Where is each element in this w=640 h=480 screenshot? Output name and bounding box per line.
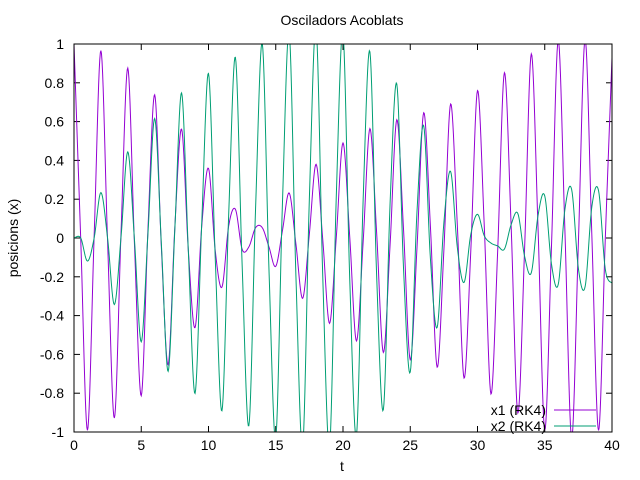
legend-label-1: x1 (RK4) bbox=[491, 402, 546, 418]
y-tick-label: 0.2 bbox=[45, 191, 65, 207]
y-tick-label: 1 bbox=[56, 36, 64, 52]
y-tick-label: -1 bbox=[52, 424, 65, 440]
x-tick-label: 20 bbox=[335, 437, 351, 453]
x-tick-label: 30 bbox=[470, 437, 486, 453]
series-group bbox=[74, 44, 612, 432]
plot-frame bbox=[73, 43, 613, 433]
x-tick-label: 40 bbox=[604, 437, 620, 453]
series-line-2 bbox=[74, 44, 612, 432]
legend-label-2: x2 (RK4) bbox=[491, 418, 546, 434]
x-tick-label: 0 bbox=[70, 437, 78, 453]
y-axis-label: posicions (x) bbox=[5, 199, 21, 278]
y-tick-label: 0 bbox=[56, 230, 64, 246]
x-tick-label: 25 bbox=[402, 437, 418, 453]
y-tick-label: 0.8 bbox=[45, 75, 65, 91]
y-tick-label: -0.2 bbox=[40, 269, 64, 285]
chart-title: Osciladors Acoblats bbox=[281, 12, 404, 28]
y-tick-label: -0.4 bbox=[40, 308, 64, 324]
x-tick-label: 15 bbox=[268, 437, 284, 453]
series-line-1 bbox=[74, 44, 612, 432]
x-tick-label: 5 bbox=[137, 437, 145, 453]
x-axis-label: t bbox=[340, 458, 344, 474]
axis-ticks: 0 5 10 15 20 25 30 35 40 -1 -0.8 -0.6 -0.4 -0.2 0 0.2 0.… bbox=[40, 36, 620, 453]
legend: x1 (RK4)x2 (RK4) bbox=[491, 402, 596, 434]
y-tick-label: 0.4 bbox=[45, 152, 65, 168]
y-tick-label: -0.6 bbox=[40, 346, 64, 362]
x-tick-label: 10 bbox=[201, 437, 217, 453]
y-tick-label: 0.6 bbox=[45, 114, 65, 130]
y-tick-label: -0.8 bbox=[40, 385, 64, 401]
x-tick-label: 35 bbox=[537, 437, 553, 453]
